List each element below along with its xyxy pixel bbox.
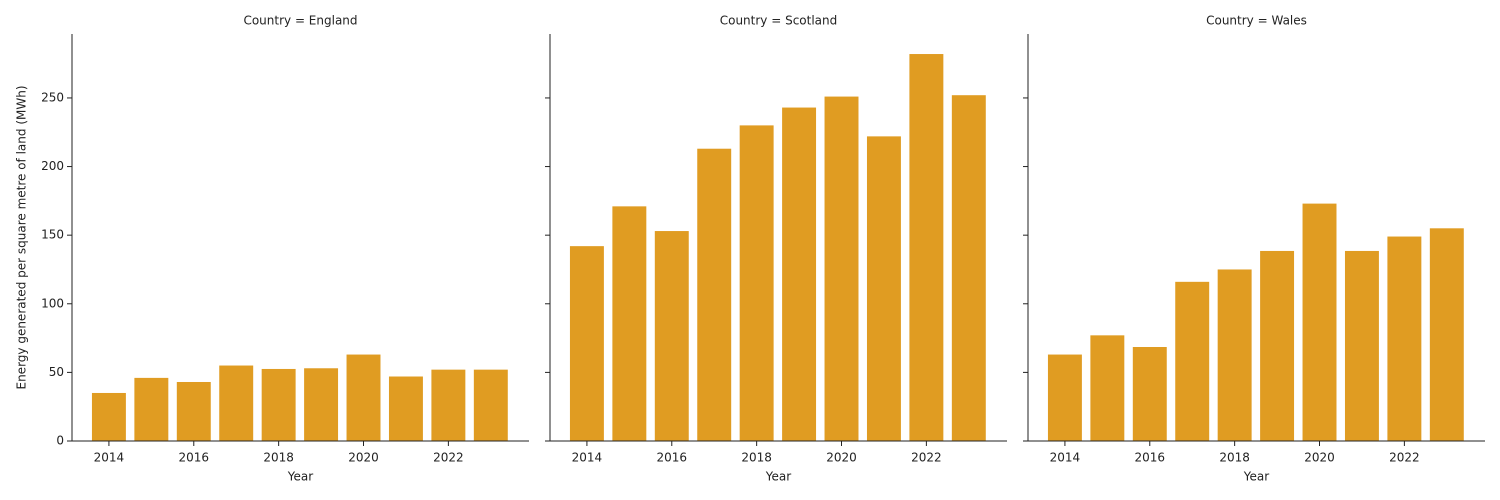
x-axis-label: Year: [765, 470, 791, 484]
bar: [1387, 236, 1422, 441]
bar: [1302, 203, 1337, 441]
bar: [473, 369, 508, 441]
bar: [909, 54, 944, 441]
bar: [654, 231, 689, 441]
panel-title: Country = Scotland: [720, 14, 838, 28]
bar: [1344, 250, 1379, 441]
bar: [782, 107, 817, 442]
bar: [739, 125, 774, 442]
x-tick-label: 2014: [94, 451, 125, 465]
y-tick-label: 0: [56, 434, 64, 448]
y-tick-label: 50: [49, 365, 64, 379]
x-tick-label: 2020: [826, 451, 857, 465]
panel-title: Country = England: [243, 14, 357, 28]
x-tick-label: 2014: [1050, 451, 1081, 465]
bar: [951, 95, 986, 442]
bar: [866, 136, 901, 441]
bar: [1429, 228, 1464, 441]
bar: [134, 377, 169, 441]
bar: [1090, 335, 1125, 441]
x-tick-label: 2018: [263, 451, 294, 465]
bar: [346, 354, 381, 441]
bar: [176, 381, 211, 441]
x-tick-label: 2016: [657, 451, 688, 465]
y-tick-label: 200: [41, 159, 64, 173]
x-tick-label: 2016: [1135, 451, 1166, 465]
x-tick-label: 2022: [911, 451, 942, 465]
bar: [1175, 281, 1210, 441]
bar: [388, 376, 423, 441]
bar: [304, 368, 339, 441]
bar: [91, 392, 126, 441]
y-tick-label: 250: [41, 90, 64, 104]
y-tick-label: 100: [41, 296, 64, 310]
x-tick-label: 2016: [179, 451, 210, 465]
x-axis-label: Year: [287, 470, 313, 484]
bar: [612, 206, 647, 441]
bar: [1260, 250, 1295, 441]
bar: [697, 148, 732, 441]
bar: [431, 369, 466, 441]
x-axis-label: Year: [1243, 470, 1269, 484]
y-tick-label: 150: [41, 228, 64, 242]
x-tick-label: 2022: [1389, 451, 1420, 465]
panel-title: Country = Wales: [1206, 14, 1307, 28]
bar: [569, 246, 604, 441]
bar: [1047, 354, 1082, 441]
bar: [1132, 347, 1167, 441]
bar: [261, 368, 296, 441]
x-tick-label: 2018: [1219, 451, 1250, 465]
x-tick-label: 2022: [433, 451, 464, 465]
bar: [824, 96, 859, 441]
bar: [219, 365, 254, 441]
bar: [1217, 269, 1252, 441]
x-tick-label: 2020: [348, 451, 379, 465]
x-tick-label: 2014: [572, 451, 603, 465]
x-tick-label: 2018: [741, 451, 772, 465]
y-axis-label: Energy generated per square metre of lan…: [15, 85, 29, 389]
x-tick-label: 2020: [1304, 451, 1335, 465]
